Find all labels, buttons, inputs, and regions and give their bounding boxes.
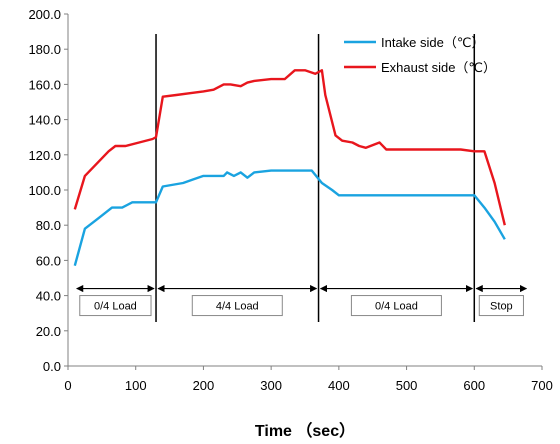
x-tick-label: 500 xyxy=(396,378,418,393)
y-tick-label: 20.0 xyxy=(36,324,61,339)
axes: 0.0 20.0 40.0 60.0 80.0 100.0 120.0 140.0 160.0 1… xyxy=(28,7,552,393)
x-tick-label: 700 xyxy=(531,378,553,393)
y-tick-label: 60.0 xyxy=(36,253,61,268)
legend: Intake side（℃） Exhaust side（℃） xyxy=(344,35,496,75)
series-lines xyxy=(73,69,506,267)
y-tick-label: 0.0 xyxy=(43,359,61,374)
phase-label: 4/4 Load xyxy=(216,301,259,313)
phase-label: 0/4 Load xyxy=(375,301,418,313)
phase-label-box xyxy=(191,295,283,317)
x-tick-label: 300 xyxy=(260,378,282,393)
phase-label: Stop xyxy=(490,301,513,313)
series-line-exhaust xyxy=(73,69,506,226)
x-tick-label: 200 xyxy=(193,378,215,393)
x-tick-label: 400 xyxy=(328,378,350,393)
x-tick-label: 600 xyxy=(463,378,485,393)
y-tick-label: 140.0 xyxy=(28,113,61,128)
series-line-intake xyxy=(73,169,506,267)
phase-label-box xyxy=(478,295,524,317)
x-tick-label: 0 xyxy=(64,378,71,393)
phase-label-box xyxy=(350,295,442,317)
y-tick-label: 200.0 xyxy=(28,7,61,22)
phase-annotations: 0/4 Load 4/4 Load 0/4 Load Stop xyxy=(76,34,528,322)
y-tick-label: 180.0 xyxy=(28,42,61,57)
legend-label: Exhaust side（℃） xyxy=(381,60,496,75)
y-tick-label: 120.0 xyxy=(28,148,61,163)
y-tick-label: 40.0 xyxy=(36,289,61,304)
phase-label-box xyxy=(79,295,152,317)
x-axis-title: Time （sec） xyxy=(255,422,355,440)
phase-label: 0/4 Load xyxy=(94,301,137,313)
x-tick-label: 100 xyxy=(125,378,147,393)
y-tick-label: 160.0 xyxy=(28,77,61,92)
y-tick-label: 100.0 xyxy=(28,183,61,198)
y-tick-label: 80.0 xyxy=(36,218,61,233)
legend-label: Intake side（℃） xyxy=(381,35,484,50)
